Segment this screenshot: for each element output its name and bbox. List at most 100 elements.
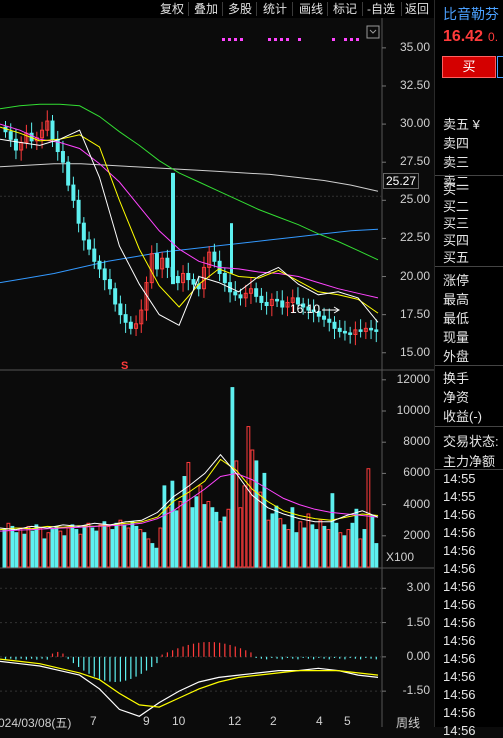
macd-axis-tick: 1.50: [406, 614, 430, 629]
volume-bar: [98, 524, 103, 568]
ma60-line: [0, 103, 379, 261]
volume-bar: [206, 500, 211, 568]
volume-bar: [342, 535, 347, 568]
candle-body: [269, 298, 274, 306]
volume-bar: [74, 529, 79, 568]
volume-bar: [190, 507, 195, 568]
date-axis-label: 10: [172, 714, 186, 728]
date-axis-label: 12: [228, 714, 242, 728]
candle-body: [144, 282, 149, 311]
volume-bar: [94, 530, 99, 568]
volume-ma-yellow: [0, 458, 379, 531]
kline-chart[interactable]: [0, 18, 434, 727]
volume-bar: [18, 527, 23, 568]
volume-bar: [346, 529, 351, 568]
volume-bar: [210, 507, 215, 568]
buy-button[interactable]: 买: [442, 56, 496, 78]
toolbar-mark-button[interactable]: 标记: [333, 2, 358, 16]
date-axis-label: 5: [344, 714, 351, 728]
trade-state-label: 交易状态:: [443, 434, 499, 449]
volume-bar: [230, 387, 235, 568]
stock-name: 比音勒芬: [443, 6, 499, 22]
sell-button-edge[interactable]: [497, 56, 503, 78]
candle-body: [175, 276, 180, 284]
volume-bar: [234, 460, 239, 568]
toolbar-back-button[interactable]: 返回: [405, 2, 430, 16]
stock-price: 16.42 0.: [443, 28, 499, 45]
date-axis-label: 7: [90, 714, 97, 728]
candle-body: [123, 314, 128, 323]
tick-time: 14:56: [443, 615, 476, 630]
candle-body: [311, 309, 316, 313]
volume-bar: [302, 527, 307, 568]
volume-bar: [214, 511, 219, 568]
volume-bar: [130, 521, 135, 568]
candle-body: [222, 272, 227, 284]
candle-body: [186, 272, 191, 281]
volume-bar: [62, 535, 67, 568]
volume-bar: [262, 472, 267, 568]
date-axis-label: 4: [316, 714, 323, 728]
volume-bar: [370, 515, 375, 568]
volume-axis-tick: 12000: [396, 371, 430, 386]
volume-bar: [178, 500, 183, 568]
volume-bar: [322, 525, 327, 568]
candle-body: [60, 151, 65, 163]
volume-bar: [326, 529, 331, 568]
buy5-label: 买五: [443, 250, 470, 265]
volume-bar: [150, 543, 155, 568]
candle-body: [327, 318, 332, 323]
volume-bar: [34, 524, 39, 568]
volume-bar: [146, 538, 151, 568]
volume-bar: [358, 538, 363, 568]
volume-bar: [46, 532, 51, 568]
candle-body: [165, 257, 170, 268]
chart-settings-icon[interactable]: [366, 25, 380, 39]
candle-body: [301, 303, 306, 308]
candle-body: [295, 297, 300, 305]
candle-body: [254, 288, 259, 297]
tick-time: 14:55: [443, 471, 476, 486]
volume-bar: [134, 525, 139, 568]
candle-body: [81, 222, 86, 241]
volume-bar: [86, 522, 91, 568]
candle-body: [181, 272, 186, 284]
tick-time: 14:56: [443, 597, 476, 612]
volume-bar: [222, 516, 227, 568]
volume-bar: [50, 529, 55, 568]
price-axis-tick: 17.50: [399, 306, 430, 321]
volume-bar: [110, 529, 115, 568]
signal-s-marker: S: [121, 360, 129, 372]
ma20-line: [0, 123, 379, 299]
quote-panel: 比音勒芬 16.420. 买 卖五 ¥ 卖四 卖三 卖二 卖一 买一 买二 买三…: [434, 0, 503, 738]
volume-bar: [10, 525, 15, 568]
buy1-label: 买一: [443, 182, 470, 197]
high-label: 最高: [443, 292, 470, 307]
toolbar-multistock-button[interactable]: 多股: [228, 2, 253, 16]
tick-time: 14:56: [443, 633, 476, 648]
volume-axis-tick: 10000: [396, 403, 430, 417]
volume-bar: [318, 519, 323, 568]
volume-bar: [102, 521, 107, 568]
volume-bar: [270, 513, 275, 568]
volume-unit-label: X100: [386, 550, 415, 564]
toolbar-watchlist-button[interactable]: -自选: [367, 2, 395, 16]
macd-axis-tick: 0.00: [406, 648, 430, 663]
volume-bar: [142, 532, 147, 568]
candle-body: [71, 184, 76, 201]
candle-body: [306, 306, 311, 311]
toolbar-fuquan-button[interactable]: 复权: [160, 2, 185, 16]
candle-body: [233, 291, 238, 296]
toolbar-stats-button[interactable]: 统计: [263, 2, 288, 16]
toolbar-draw-button[interactable]: 画线: [299, 2, 324, 16]
candle-body: [128, 321, 133, 329]
candle-body: [264, 301, 269, 306]
current-price-marker: 25.27: [383, 173, 420, 189]
tick-time: 14:56: [443, 687, 476, 702]
toolbar-overlay-button[interactable]: 叠加: [194, 2, 219, 16]
tick-time: 14:56: [443, 705, 476, 720]
volume-bar: [58, 530, 63, 568]
candle-body: [171, 172, 175, 285]
volume-bar: [122, 524, 127, 568]
volume-bar: [366, 468, 371, 568]
